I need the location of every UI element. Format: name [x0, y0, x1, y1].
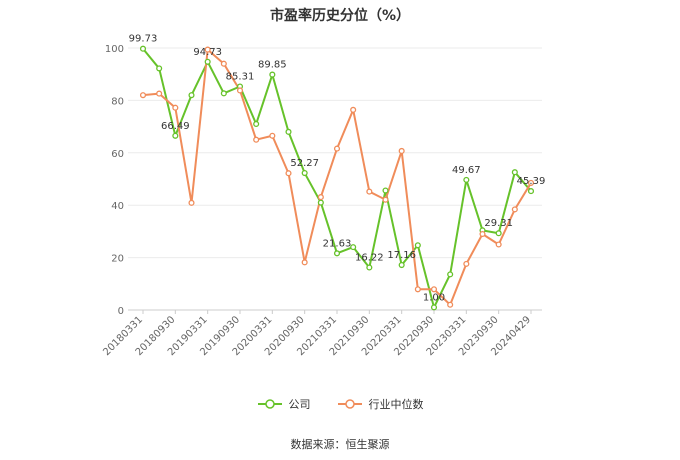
company-point — [527, 188, 535, 195]
y-tick-label: 80 — [111, 96, 124, 107]
industry-median-point — [220, 60, 227, 67]
data-label: 16.22 — [355, 253, 384, 264]
data-label: 52.27 — [290, 158, 319, 169]
legend-label: 公司 — [288, 398, 311, 411]
data-label: 17.16 — [387, 250, 416, 261]
company-point — [301, 170, 308, 177]
data-label: 49.67 — [452, 165, 481, 176]
company-point — [156, 65, 163, 72]
company-point — [188, 92, 195, 99]
company-point — [317, 199, 324, 206]
line-chart: 0204060801002018033120180930201903312019… — [101, 34, 546, 358]
y-tick-label: 60 — [111, 149, 124, 160]
industry-median-point — [236, 87, 244, 94]
legend-swatch — [337, 399, 362, 409]
industry-median-point — [447, 301, 454, 308]
industry-median-point — [382, 196, 389, 203]
data-label: 1.00 — [423, 292, 445, 303]
company-point — [511, 169, 518, 176]
industry-median-point — [301, 259, 308, 266]
industry-median-point — [463, 260, 470, 267]
company-point — [204, 58, 211, 65]
legend-swatch — [257, 399, 282, 409]
industry-median-point — [495, 241, 502, 248]
industry-median-point — [414, 286, 421, 293]
industry-median-point — [269, 132, 276, 139]
industry-median-point — [204, 46, 211, 53]
company-point — [333, 250, 341, 257]
company-point — [269, 71, 276, 78]
company-point — [285, 128, 292, 135]
industry-median-point — [253, 136, 260, 143]
company-point — [350, 244, 357, 251]
industry-median-point — [350, 106, 357, 113]
industry-median-point — [398, 147, 405, 155]
data-label: 21.63 — [323, 238, 352, 249]
company-line — [142, 48, 532, 309]
industry-median-point — [285, 170, 292, 177]
data-label: 66.49 — [161, 121, 190, 132]
data-source-note: 数据来源：恒生聚源 — [290, 438, 390, 451]
company-point — [495, 230, 502, 237]
grid-lines — [128, 47, 542, 311]
data-label: 85.31 — [226, 71, 255, 82]
data-label: 99.73 — [129, 34, 158, 45]
y-tick-label: 20 — [111, 254, 124, 265]
industry-median-point — [333, 145, 341, 152]
company-point — [366, 264, 373, 271]
axes: 0204060801002018033120180930201903312019… — [101, 44, 533, 358]
series-lines — [139, 45, 535, 311]
industry-median-line — [142, 48, 532, 306]
industry-median-point — [366, 188, 373, 195]
company-point — [398, 261, 405, 269]
data-label: 45.39 — [517, 176, 546, 187]
company-point — [463, 176, 470, 183]
y-tick-label: 100 — [105, 44, 124, 55]
y-tick-label: 40 — [111, 201, 124, 212]
industry-median-point — [156, 90, 163, 97]
industry-median-point — [511, 206, 518, 213]
data-label: 89.85 — [258, 60, 287, 71]
industry-median-point — [172, 104, 179, 111]
company-point — [220, 90, 227, 97]
company-point — [253, 120, 260, 128]
company-point — [139, 45, 147, 52]
chart-title: 市盈率历史分位（%） — [269, 8, 411, 24]
legend-label: 行业中位数 — [368, 398, 424, 411]
industry-median-point — [527, 179, 535, 186]
company-point — [430, 304, 438, 311]
industry-median-point — [430, 286, 438, 293]
company-point — [382, 187, 389, 194]
y-tick-label: 0 — [118, 306, 124, 317]
industry-median-point — [479, 230, 486, 238]
company-point — [414, 242, 421, 249]
industry-median-point — [317, 194, 324, 201]
data-label: 94.73 — [193, 47, 222, 58]
legend: 公司 行业中位数 — [0, 396, 680, 412]
legend-item-company[interactable]: 公司 — [257, 396, 311, 412]
legend-item-industry-median[interactable]: 行业中位数 — [337, 396, 424, 412]
data-label: 29.31 — [484, 218, 513, 229]
industry-median-point — [139, 92, 147, 99]
company-point — [447, 271, 454, 278]
company-point — [172, 132, 179, 139]
industry-median-point — [188, 199, 195, 206]
